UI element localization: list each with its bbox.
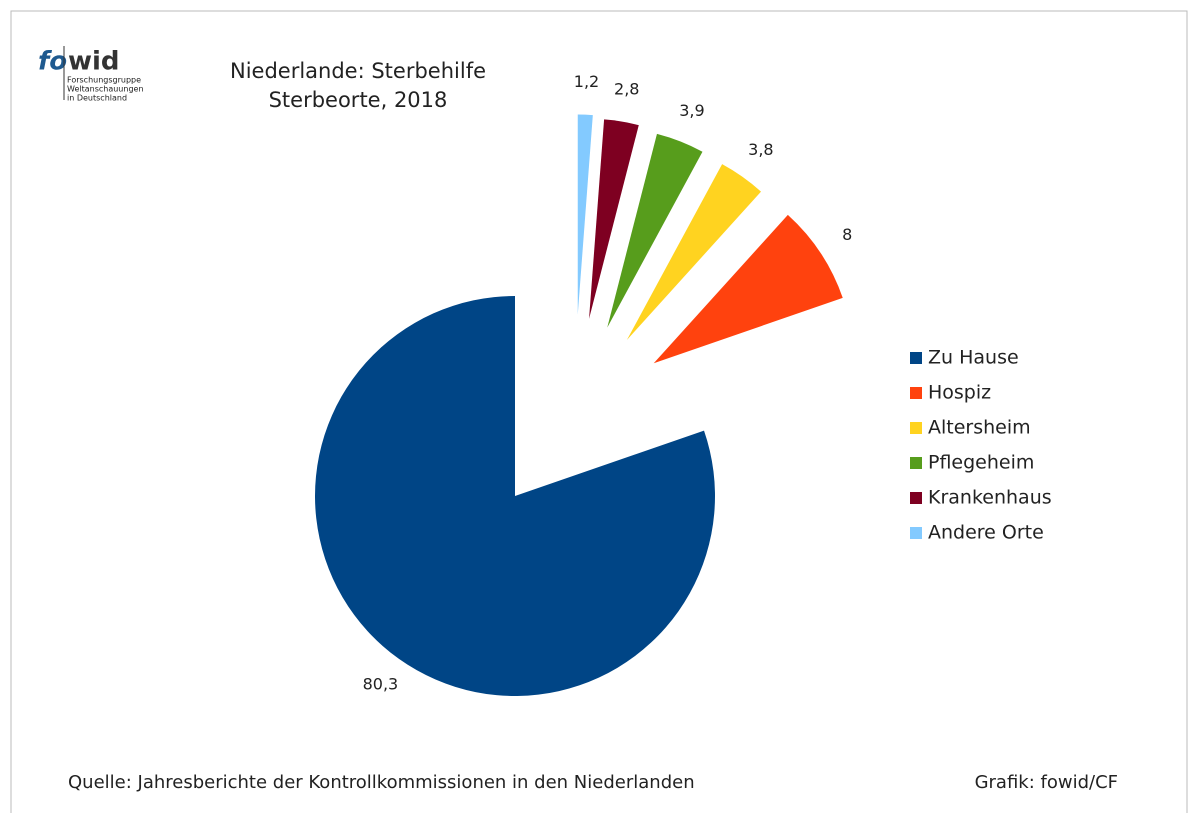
pie-slice [577, 114, 593, 315]
data-label: 2,8 [614, 79, 639, 98]
legend-label: Zu Hause [928, 347, 1019, 369]
logo-line: in Deutschland [67, 94, 127, 103]
logo-line: Forschungsgruppe [67, 76, 141, 85]
legend-label: Andere Orte [928, 522, 1044, 544]
chart-title: Niederlande: Sterbehilfe [230, 59, 486, 83]
pie-slice [589, 119, 639, 319]
legend-label: Pflegeheim [928, 452, 1034, 474]
data-label: 3,8 [748, 140, 773, 159]
data-label: 80,3 [363, 674, 399, 693]
legend-swatch [910, 492, 922, 504]
data-label: 8 [842, 225, 852, 244]
logo-line: Weltanschauungen [67, 85, 144, 94]
legend-label: Hospiz [928, 382, 991, 404]
frame [10, 10, 1188, 816]
credit: Grafik: fowid/CF [975, 772, 1118, 793]
data-label: 3,9 [679, 101, 704, 120]
logo-first: fo [38, 47, 67, 77]
pie-slice [315, 296, 715, 697]
legend-swatch [910, 457, 922, 469]
logo-second: wid [68, 47, 120, 77]
legend-swatch [910, 387, 922, 399]
legend-label: Krankenhaus [928, 487, 1052, 509]
pie-slice [653, 214, 843, 364]
data-label: 1,2 [574, 72, 599, 91]
source: Quelle: Jahresberichte der Kontrollkommi… [68, 772, 695, 793]
pie-slice [626, 164, 762, 340]
legend-swatch [910, 352, 922, 364]
legend-swatch [910, 527, 922, 539]
chart-subtitle: Sterbeorte, 2018 [269, 88, 448, 112]
legend-swatch [910, 422, 922, 434]
legend-label: Altersheim [928, 417, 1031, 439]
pie-slice [607, 133, 703, 328]
